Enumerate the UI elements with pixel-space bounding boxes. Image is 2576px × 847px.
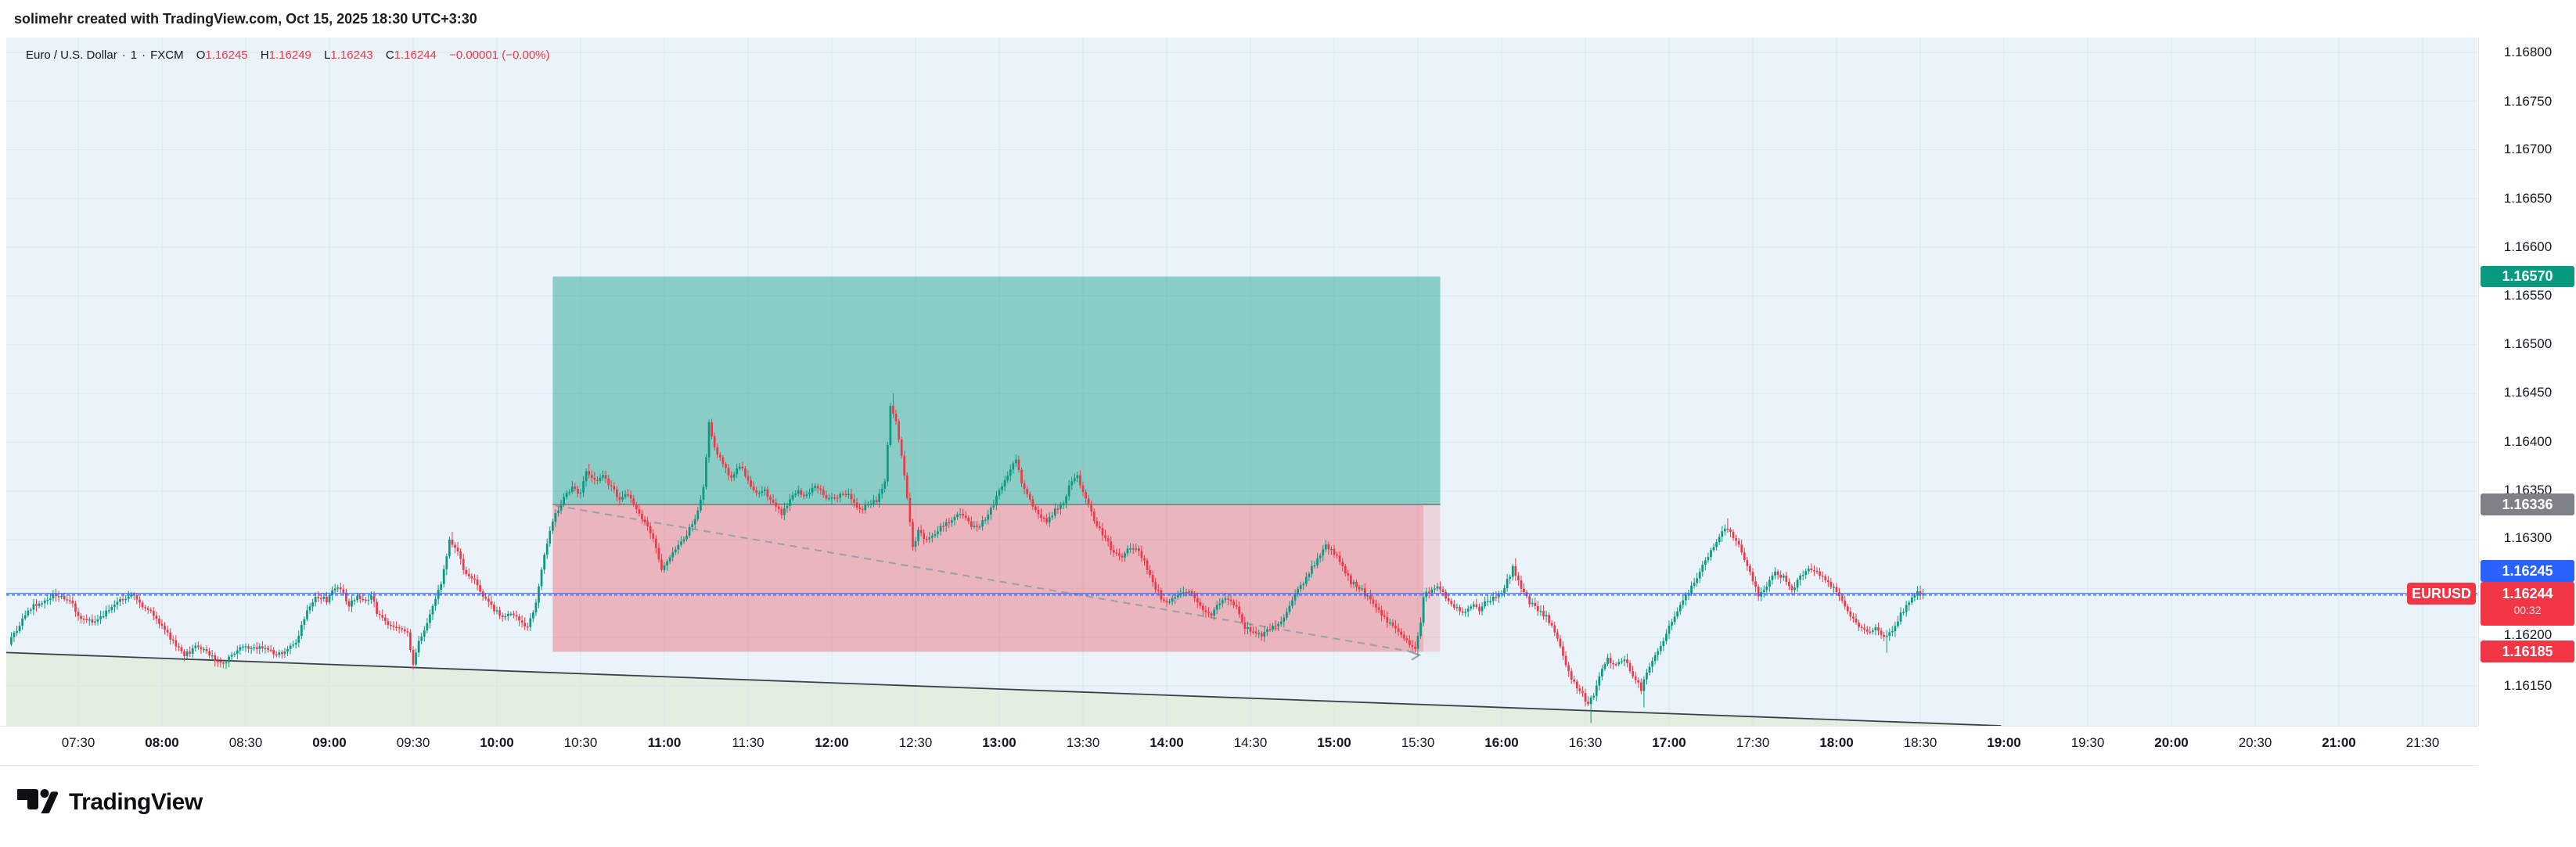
ohlc-close: C1.16244 [385,48,437,62]
time-axis-label: 07:30 [61,735,95,750]
chart-legend: Euro / U.S. Dollar · 1 · FXCM O1.16245 H1.16… [26,48,550,62]
stop-loss-price-badge: 1.16185 [2481,641,2574,662]
time-axis-label: 13:30 [1066,735,1100,750]
price-axis-label: 1.16400 [2503,434,2553,449]
time-axis-label: 13:00 [982,735,1016,750]
chart-pane[interactable] [6,38,2477,726]
time-axis-label: 08:00 [145,735,179,750]
time-axis-label: 09:00 [312,735,347,750]
time-axis-label: 10:30 [563,735,598,750]
price-axis-label: 1.16600 [2503,239,2553,254]
time-axis-label: 10:00 [480,735,514,750]
time-axis-label: 12:30 [898,735,933,750]
time-axis-label: 09:30 [396,735,430,750]
support-trendline[interactable] [6,651,2002,726]
price-axis-label: 1.16150 [2503,678,2553,693]
bar-countdown: 00:32 [2513,604,2542,616]
price-axis-label: 1.16800 [2503,45,2553,59]
time-axis-label: 17:00 [1652,735,1686,750]
candlestick-series[interactable] [10,393,1924,723]
dashed-trendline-arrowhead [1408,650,1422,661]
price-axis-label: 1.16750 [2503,94,2553,109]
symbol-price-label: EURUSD [2407,583,2476,605]
price-axis-label: 1.16700 [2503,142,2553,156]
price-axis-label: 1.16500 [2503,336,2553,351]
dashed-trendline[interactable] [555,504,1419,654]
ohlc-open: O1.16245 [196,48,248,62]
time-axis-label: 18:30 [1903,735,1937,750]
price-change: −0.00001 (−0.00%) [449,48,550,62]
ohlc-low: L1.16243 [324,48,373,62]
tradingview-logo[interactable]: TradingView [17,788,203,816]
entry-price-badge: 1.16336 [2481,493,2574,515]
price-axis-label: 1.16200 [2503,627,2553,642]
horizontal-line-price-badge: 1.16245 [2481,560,2574,582]
price-axis[interactable]: 1.16570 1.16336 1.16245 1.16244 00:32 1.… [2478,38,2576,726]
price-axis-label: 1.16550 [2503,288,2553,303]
take-profit-price-badge: 1.16570 [2481,266,2574,287]
legend-separator: · [121,48,126,62]
ohlc-high: H1.16249 [260,48,311,62]
time-axis-label: 20:00 [2154,735,2189,750]
symbol-title[interactable]: Euro / U.S. Dollar [26,48,117,62]
time-axis-label: 20:30 [2238,735,2272,750]
time-axis-label: 16:00 [1484,735,1519,750]
price-axis-label: 1.16450 [2503,385,2553,400]
tradingview-logo-icon [17,789,59,813]
time-axis-label: 18:00 [1819,735,1854,750]
current-price-badge: 1.16244 00:32 [2481,582,2574,626]
price-axis-label: 1.16300 [2503,530,2553,545]
grid [6,38,2477,726]
time-axis-label: 15:00 [1317,735,1351,750]
time-axis-label: 15:30 [1401,735,1435,750]
plot-area[interactable] [6,38,2477,726]
legend-separator: · [142,48,146,62]
time-axis-label: 21:00 [2322,735,2356,750]
exchange-name[interactable]: FXCM [150,48,184,62]
time-axis-label: 17:30 [1736,735,1770,750]
time-axis-label: 14:30 [1233,735,1268,750]
tradingview-logo-text: TradingView [69,789,203,815]
time-axis-label: 16:30 [1568,735,1603,750]
time-axis-label: 19:00 [1987,735,2021,750]
long-position-profit-zone[interactable] [552,276,1441,505]
time-axis-label: 14:00 [1149,735,1184,750]
time-axis-label: 08:30 [228,735,263,750]
time-axis-label: 21:30 [2405,735,2440,750]
current-price-value: 1.16244 [2502,586,2553,601]
attribution-title: solimehr created with TradingView.com, O… [14,11,477,27]
price-axis-label: 1.16650 [2503,191,2553,206]
time-axis-label: 11:00 [647,735,682,750]
long-position-stop-zone[interactable] [552,504,1441,652]
interval-value[interactable]: 1 [130,48,138,62]
time-axis-label: 11:30 [732,735,765,750]
time-axis-label: 19:30 [2071,735,2105,750]
time-axis[interactable]: 07:30 08:00 08:30 09:00 09:30 10:00 10:30 11:00… [0,726,2478,766]
time-axis-label: 12:00 [815,735,849,750]
